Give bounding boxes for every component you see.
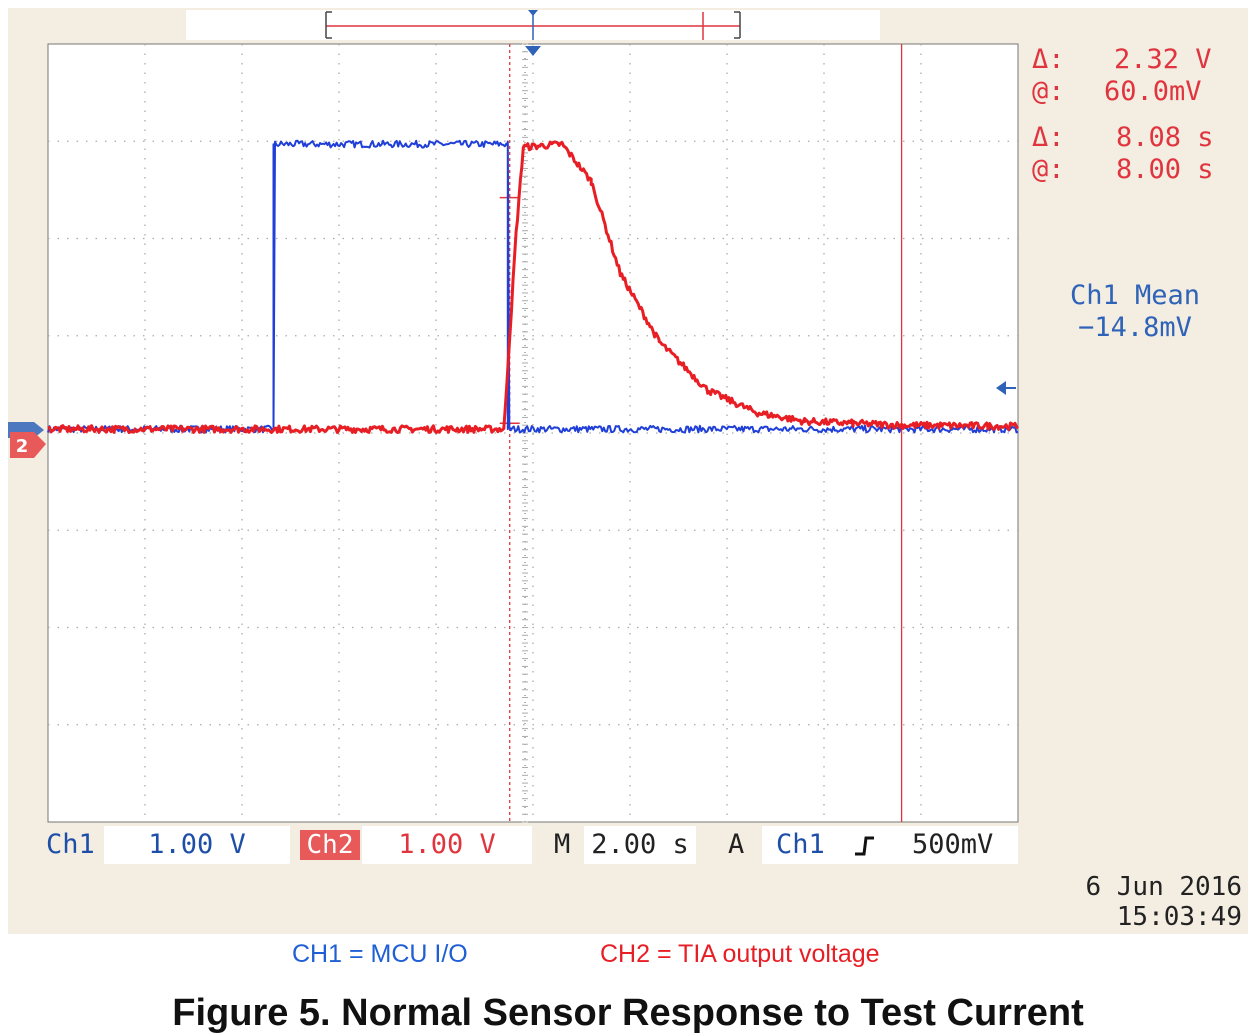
- trigger-box: [762, 826, 1018, 864]
- delta-v-value: 2.32 V: [1114, 44, 1212, 75]
- trigger-label: A: [728, 829, 745, 860]
- ch2-label: Ch2: [300, 830, 360, 860]
- ch2-ground-marker-icon: 2: [10, 432, 46, 458]
- trigger-level-arrow-icon: [996, 381, 1016, 395]
- trigger-position-icon: [525, 46, 541, 56]
- at-t-value: 8.00 s: [1116, 154, 1214, 185]
- rising-edge-icon: [855, 836, 874, 856]
- ch2-scale: 1.00 V: [362, 826, 532, 864]
- record-view-indicator: [325, 10, 741, 40]
- ch1-scale: 1.00 V: [104, 826, 290, 864]
- ch2-marker-label: 2: [16, 436, 29, 457]
- timebase-value: 2.00 s: [584, 826, 696, 864]
- time-readout: 15:03:49: [1116, 902, 1242, 932]
- trigger-source: Ch1: [776, 829, 825, 860]
- at-v-label: @:: [1032, 76, 1065, 107]
- waveform-traces: [47, 139, 1019, 434]
- date-readout: 6 Jun 2016: [1085, 872, 1242, 902]
- delta-t-value: 8.08 s: [1116, 122, 1214, 153]
- at-v-value: 60.0mV: [1104, 76, 1202, 107]
- graticule-grid: [48, 43, 1018, 823]
- measurement-label: Ch1 Mean: [1069, 280, 1201, 311]
- legend-ch1: CH1 = MCU I/O: [292, 940, 468, 968]
- figure-caption: Figure 5. Normal Sensor Response to Test…: [172, 992, 1084, 1034]
- at-t-label: @:: [1032, 154, 1065, 185]
- series-line-ch1: [47, 139, 1019, 434]
- ch1-label: Ch1: [46, 829, 95, 860]
- trigger-level: 500mV: [912, 829, 994, 860]
- delta-v-label: Δ:: [1032, 44, 1065, 75]
- series-line-ch2: [47, 140, 1019, 434]
- legend-ch2: CH2 = TIA output voltage: [600, 940, 880, 968]
- measurement-value: −14.8mV: [1078, 312, 1192, 343]
- delta-t-label: Δ:: [1032, 122, 1065, 153]
- timebase-label: M: [554, 829, 571, 860]
